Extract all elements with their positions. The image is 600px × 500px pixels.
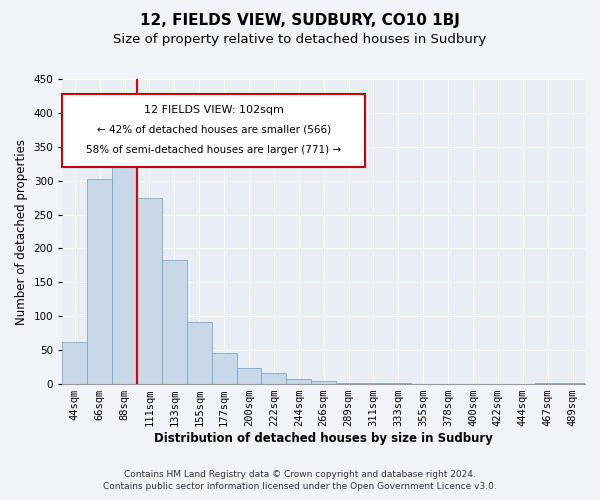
Text: 12, FIELDS VIEW, SUDBURY, CO10 1BJ: 12, FIELDS VIEW, SUDBURY, CO10 1BJ (140, 12, 460, 28)
Bar (236, 368, 262, 384)
Bar (112, 155, 137, 384)
Bar (262, 373, 286, 384)
Text: Contains public sector information licensed under the Open Government Licence v3: Contains public sector information licen… (103, 482, 497, 491)
Bar (286, 378, 311, 384)
Text: 58% of semi-detached houses are larger (771) →: 58% of semi-detached houses are larger (… (86, 144, 341, 154)
Y-axis label: Number of detached properties: Number of detached properties (15, 138, 28, 324)
Text: Contains HM Land Registry data © Crown copyright and database right 2024.: Contains HM Land Registry data © Crown c… (124, 470, 476, 479)
Text: Size of property relative to detached houses in Sudbury: Size of property relative to detached ho… (113, 32, 487, 46)
Bar (212, 353, 236, 384)
Bar (311, 380, 336, 384)
Bar (62, 342, 87, 384)
Text: 12 FIELDS VIEW: 102sqm: 12 FIELDS VIEW: 102sqm (144, 105, 284, 115)
Bar (162, 260, 187, 384)
Bar (187, 322, 212, 384)
X-axis label: Distribution of detached houses by size in Sudbury: Distribution of detached houses by size … (154, 432, 493, 445)
Bar (87, 180, 112, 384)
Text: ← 42% of detached houses are smaller (566): ← 42% of detached houses are smaller (56… (97, 125, 331, 135)
Bar (336, 382, 361, 384)
Bar (137, 198, 162, 384)
FancyBboxPatch shape (62, 94, 365, 168)
